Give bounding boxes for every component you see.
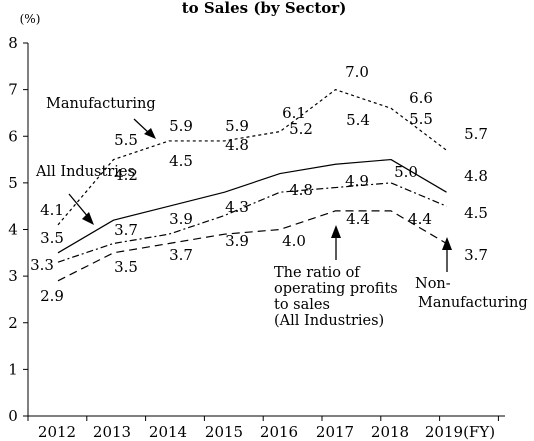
data-label: 7.0 — [345, 63, 369, 81]
all-industries-line — [57, 158, 447, 254]
x-tick-label: 2018 — [371, 423, 409, 441]
data-label: 4.4 — [408, 210, 432, 228]
data-label: 4.2 — [114, 166, 138, 184]
x-tick-label: 2015 — [205, 423, 243, 441]
data-label: 3.9 — [169, 210, 193, 228]
axis-layer: 0 1 2 3 4 5 6 7 8(%) 2012 2013 2014 2015 2016 2017 2018… — [8, 12, 505, 441]
y-tick-label: 0 — [8, 407, 18, 425]
data-label: 4.0 — [282, 232, 306, 250]
x-tick-label: 2013 — [93, 423, 131, 441]
y-tick-label: 2 — [8, 314, 18, 332]
ratio-annotation-line: to sales — [274, 297, 330, 313]
ratio-annotation-line: operating profits — [274, 281, 398, 297]
ratio-arrowhead — [331, 225, 341, 238]
data-label: 3.3 — [30, 256, 54, 274]
manufacturing-arrowhead — [144, 128, 156, 139]
y-unit-label: (%) — [20, 12, 41, 26]
x-tick-label: 2019(FY) — [425, 423, 495, 441]
series-3-line — [57, 182, 447, 263]
y-tick-label: 8 — [8, 34, 18, 52]
all-industries-arrow — [68, 193, 90, 219]
data-label: 5.5 — [114, 131, 138, 149]
data-label: 4.5 — [464, 204, 488, 222]
non-manufacturing-annotation-line: Non- — [415, 276, 451, 292]
data-label: 5.9 — [169, 117, 193, 135]
data-label: 5.2 — [289, 120, 313, 138]
chart-title-layer: to Sales (by Sector) — [182, 0, 347, 17]
data-label: 5.5 — [409, 110, 433, 128]
chart-title: to Sales (by Sector) — [182, 0, 347, 17]
x-tick-label: 2016 — [260, 423, 298, 441]
manufacturing-line — [57, 89, 447, 226]
data-label: 4.8 — [225, 136, 249, 154]
ratio-annotation-line: The ratio of — [274, 265, 361, 281]
data-label: 3.7 — [114, 221, 138, 239]
data-label: 4.9 — [345, 172, 369, 190]
non-manufacturing-arrowhead — [442, 237, 452, 250]
data-label: 4.5 — [169, 152, 193, 170]
y-tick-label: 7 — [8, 81, 18, 99]
data-label: 5.0 — [394, 163, 418, 181]
annotation-layer: Manufacturing All Industries The ratio ofo… — [35, 96, 528, 329]
y-tick-label: 6 — [8, 127, 18, 145]
x-tick-label: 2012 — [38, 423, 76, 441]
data-label: 3.9 — [225, 232, 249, 250]
manufacturing-annotation: Manufacturing — [46, 96, 156, 112]
series-layer — [57, 89, 447, 282]
data-label: 5.7 — [464, 125, 488, 143]
y-tick-label: 3 — [8, 267, 18, 285]
non-manufacturing-annotation-line: Manufacturing — [418, 295, 528, 311]
ratio-annotation-line: (All Industries) — [274, 313, 384, 329]
y-tick-label: 5 — [8, 174, 18, 192]
x-tick-label: 2014 — [149, 423, 187, 441]
series-4-line — [57, 210, 447, 282]
data-label: 6.1 — [282, 104, 306, 122]
all-industries-arrowhead — [82, 212, 94, 225]
data-label: 2.9 — [40, 287, 64, 305]
data-label: 5.9 — [225, 117, 249, 135]
data-label: 3.7 — [169, 246, 193, 264]
data-label: 4.4 — [346, 210, 370, 228]
data-label: 3.5 — [114, 258, 138, 276]
all-industries-annotation: All Industries — [35, 164, 135, 180]
x-tick-label: 2017 — [316, 423, 354, 441]
data-label-layer: 4.1 5.5 5.9 5.9 6.1 7.0 6.6 5.7 3.5 4.2 4.5 4.8 5.2 5… — [30, 63, 488, 305]
data-label: 5.4 — [346, 111, 370, 129]
data-label: 4.8 — [289, 181, 313, 199]
data-label: 4.8 — [464, 167, 488, 185]
y-tick-label: 4 — [8, 221, 18, 239]
data-label: 4.3 — [225, 198, 249, 216]
data-label: 6.6 — [409, 89, 433, 107]
data-label: 4.1 — [40, 201, 64, 219]
data-label: 3.5 — [40, 229, 64, 247]
y-tick-label: 1 — [8, 360, 18, 378]
data-label: 3.7 — [464, 246, 488, 264]
